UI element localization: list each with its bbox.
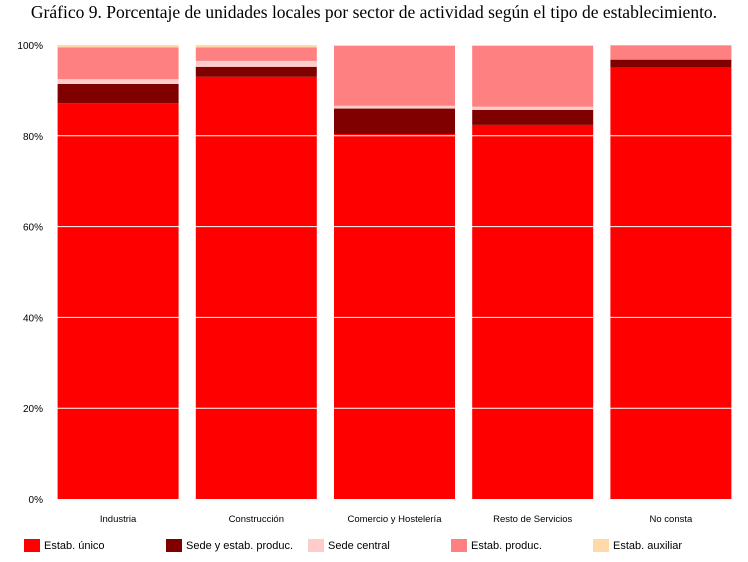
bar-segment-1-1	[195, 66, 317, 77]
bar-segment-4-4	[610, 45, 732, 46]
x-tick-label: Comercio y Hostelería	[348, 514, 443, 525]
y-tick-label: 40%	[23, 313, 43, 324]
legend-item: Sede y estab. produc.	[166, 539, 293, 552]
x-tick-label: Construcción	[229, 514, 284, 525]
legend-label: Estab. único	[44, 539, 105, 552]
legend-label: Estab. produc.	[471, 539, 542, 552]
bar-segment-1-3	[195, 47, 317, 61]
x-tick-label: No consta	[650, 514, 693, 525]
bar-segment-0-2	[57, 79, 179, 84]
bar-segment-1-2	[195, 60, 317, 67]
bar-segment-4-1	[610, 59, 732, 68]
y-tick-label: 100%	[17, 41, 43, 52]
legend-label: Sede y estab. produc.	[186, 539, 294, 552]
legend-swatch	[166, 539, 182, 552]
bar-segment-0-0	[57, 103, 179, 499]
legend-item: Estab. auxiliar	[593, 539, 682, 552]
bar-segment-0-3	[57, 47, 179, 80]
y-tick-label: 80%	[23, 132, 43, 143]
bar-segment-3-0	[472, 124, 594, 500]
bar-segment-4-2	[610, 59, 732, 60]
x-tick-label: Industria	[100, 514, 137, 525]
bar-segment-2-1	[334, 108, 455, 134]
bar-segment-3-4	[472, 45, 594, 46]
legend-swatch	[24, 539, 40, 552]
legend-item: Estab. único	[24, 539, 105, 552]
legend-label: Estab. auxiliar	[613, 539, 683, 552]
bar-segment-2-3	[334, 45, 455, 106]
legend-swatch	[451, 539, 467, 552]
legend-swatch	[308, 539, 324, 552]
legend-item: Sede central	[308, 539, 390, 552]
x-tick-label: Resto de Servicios	[493, 514, 572, 525]
bar-segment-4-3	[610, 45, 732, 60]
bar-segment-3-3	[472, 45, 594, 107]
bar-segment-4-0	[610, 67, 732, 499]
bar-segment-1-0	[195, 76, 317, 500]
bar-segment-2-4	[334, 45, 455, 46]
legend-item: Estab. produc.	[451, 539, 542, 552]
bar-segment-0-1	[57, 84, 179, 104]
bar-segment-2-2	[334, 105, 455, 109]
chart-legend: Estab. único Sede y estab. produc. Sede ce…	[0, 536, 748, 560]
bar-segment-0-4	[57, 45, 179, 48]
chart-title: Gráfico 9. Porcentaje de unidades locale…	[30, 2, 718, 22]
bar-segment-2-0	[334, 134, 455, 499]
legend-label: Sede central	[328, 539, 390, 552]
y-tick-label: 20%	[23, 404, 43, 415]
bar-segment-3-1	[472, 109, 594, 125]
bar-segment-1-4	[195, 45, 317, 48]
y-tick-label: 60%	[23, 223, 43, 234]
stacked-bar-chart: Industria Construcción Comercio y Hosteler…	[17, 41, 732, 525]
y-tick-label: 0%	[29, 495, 44, 506]
legend-swatch	[593, 539, 609, 552]
bar-segment-3-2	[472, 106, 594, 110]
